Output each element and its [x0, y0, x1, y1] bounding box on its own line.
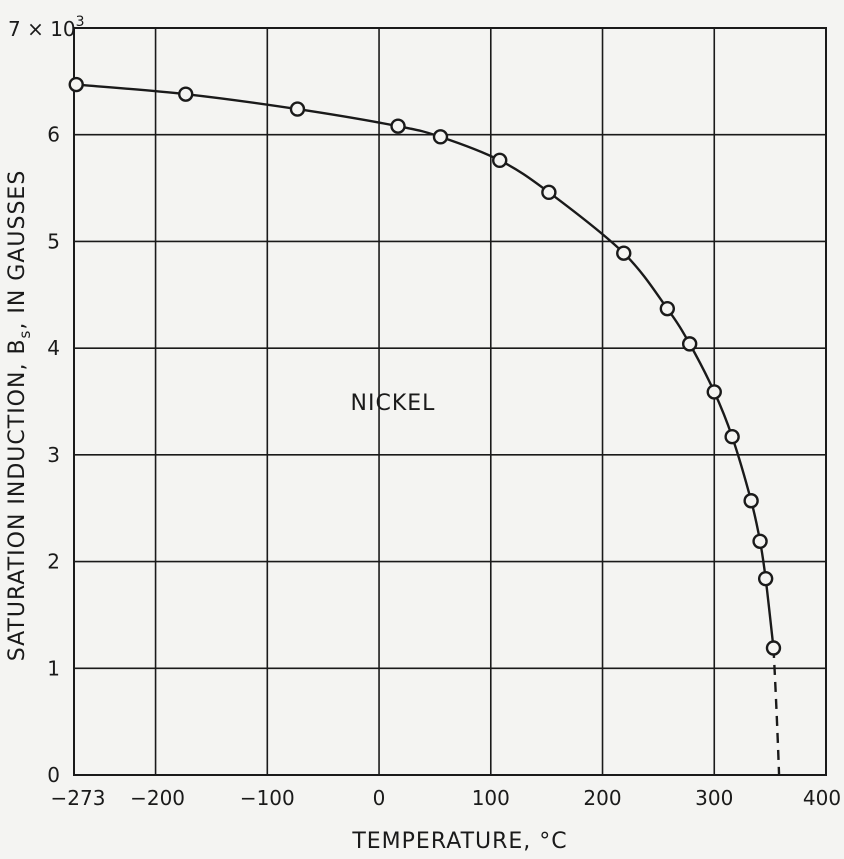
- x-tick-labels: −273 −200 −100 0 100 200 300 400: [51, 786, 842, 810]
- series-line: [76, 83, 775, 649]
- series: [68, 76, 782, 776]
- y-axis-title-subscript: s: [16, 330, 34, 339]
- x-axis-title: TEMPERATURE, °C: [351, 829, 567, 854]
- x-tick-label: 200: [583, 786, 621, 810]
- data-point: [616, 245, 632, 261]
- plot-frame: [73, 27, 827, 776]
- data-point: [757, 570, 774, 587]
- y-tick-label: 6: [47, 123, 60, 147]
- y-axis-title-suffix: , IN GAUSSES: [5, 170, 30, 330]
- data-point: [390, 118, 406, 134]
- y-tick-label: 0: [47, 763, 60, 787]
- data-point: [765, 640, 782, 656]
- x-tick-label: 0: [373, 786, 386, 810]
- y-tick-label: 3: [47, 443, 60, 467]
- x-tick-label: 300: [695, 786, 733, 810]
- x-tick-label: 400: [803, 786, 841, 810]
- y-axis-title: SATURATION INDUCTION, Bs, IN GAUSSES: [5, 170, 34, 662]
- data-point: [178, 86, 194, 102]
- y-tick-label: 1: [47, 656, 60, 680]
- data-point: [289, 101, 306, 117]
- y-tick-labels: 0 1 2 3 4 5 6: [47, 123, 60, 787]
- y-axis-multiplier-exponent: 3: [76, 14, 85, 30]
- x-tick-label: −100: [240, 786, 295, 810]
- y-axis-multiplier: 7 × 103: [8, 14, 85, 41]
- data-point: [541, 184, 557, 201]
- grid: [73, 27, 827, 776]
- x-tick-label: 100: [472, 786, 510, 810]
- y-tick-label: 4: [47, 336, 60, 360]
- data-point: [432, 129, 449, 145]
- y-tick-label: 2: [47, 550, 60, 574]
- data-point: [68, 76, 84, 93]
- y-tick-label: 5: [47, 229, 60, 253]
- y-axis-multiplier-prefix: 7 × 10: [8, 17, 76, 41]
- data-point: [706, 384, 722, 400]
- x-tick-label: −273: [51, 786, 106, 810]
- data-point: [681, 336, 698, 352]
- x-tick-label: −200: [130, 786, 185, 810]
- data-point: [659, 300, 676, 317]
- y-axis-title-main: SATURATION INDUCTION, B: [5, 338, 30, 661]
- nickel-annotation: NICKEL: [351, 391, 436, 416]
- series-extrapolation-dashed: [772, 647, 781, 776]
- data-point: [724, 429, 740, 445]
- data-point: [492, 152, 508, 169]
- data-point: [743, 493, 759, 509]
- data-point: [752, 533, 768, 549]
